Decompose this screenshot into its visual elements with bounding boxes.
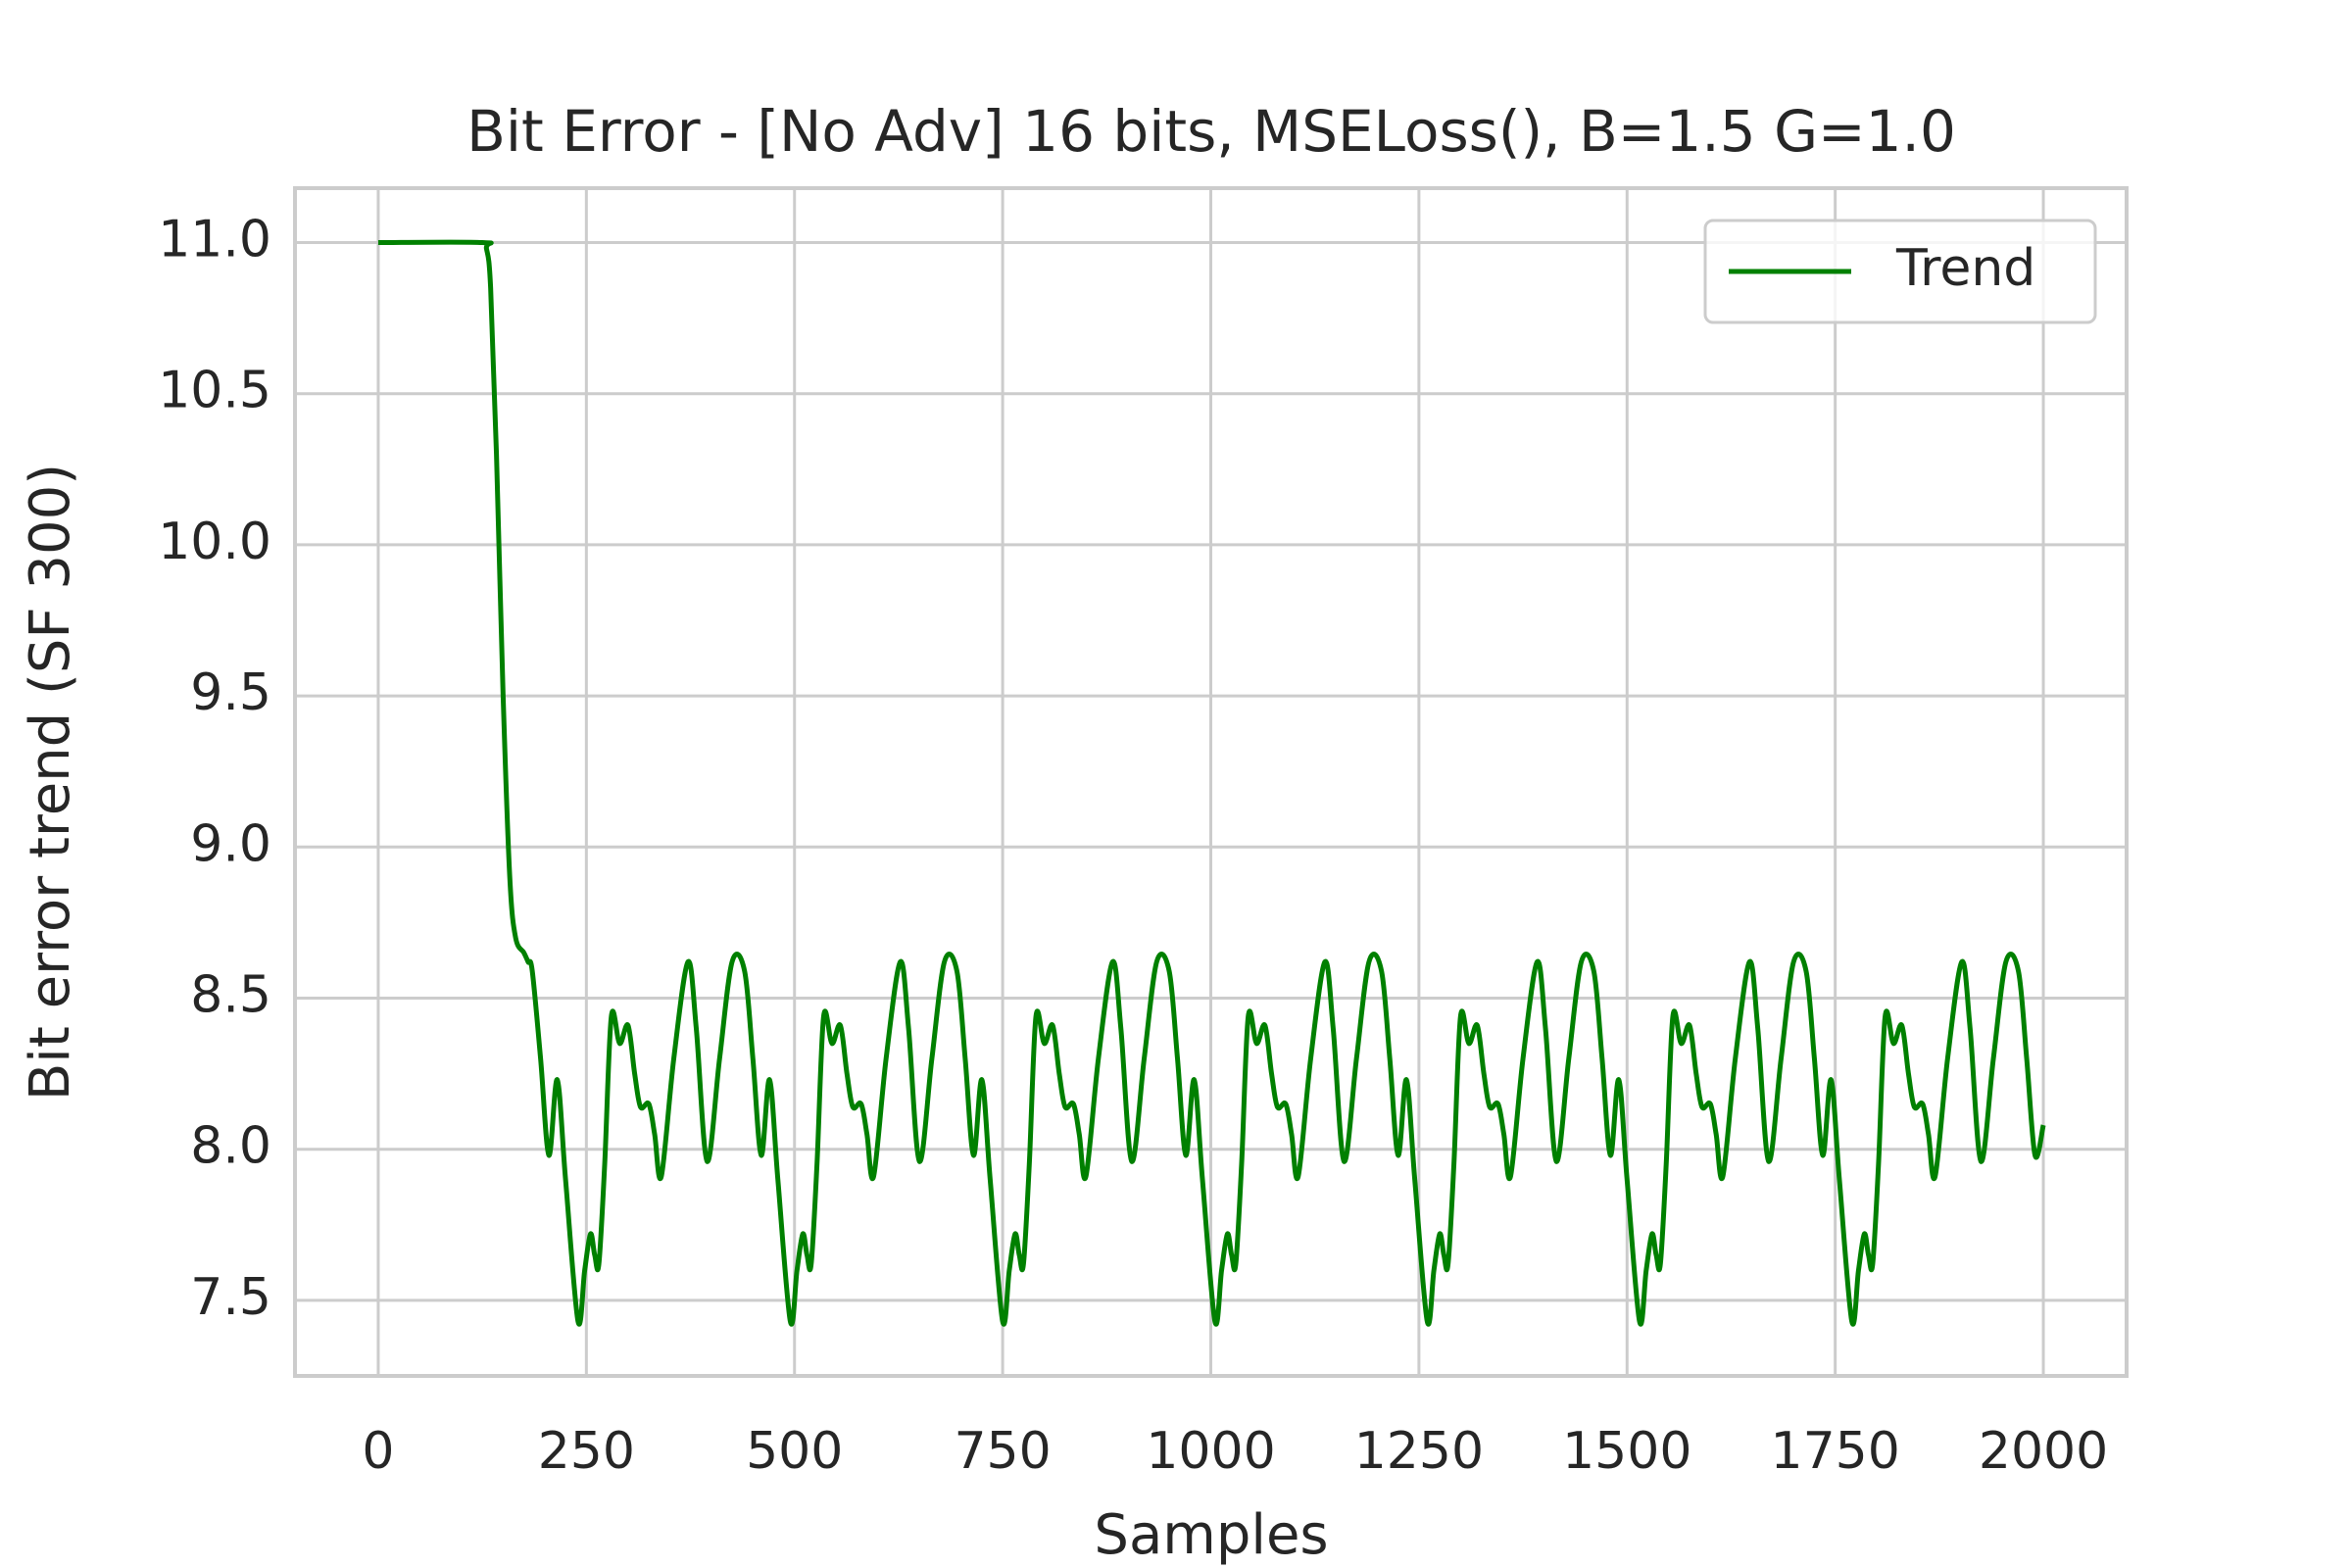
data-line [377,239,2046,1327]
x-tick-label: 0 [362,1422,394,1481]
y-axis-label: Bit error trend (SF 300) [19,464,82,1101]
x-tick-label: 750 [954,1422,1051,1481]
x-tick-label: 1000 [1146,1422,1275,1481]
x-tick-label: 1250 [1354,1422,1484,1481]
chart-title: Bit Error - [No Adv] 16 bits, MSELoss(),… [466,98,1956,165]
y-tick-label: 11.0 [158,211,271,270]
y-tick-label: 9.5 [190,663,271,722]
y-tick-label: 10.0 [158,513,271,571]
x-tick-label: 1750 [1770,1422,1899,1481]
plot-frame [293,186,2129,1378]
x-tick-label: 1500 [1562,1422,1691,1481]
x-tick-label: 500 [746,1422,843,1481]
y-tick-label: 10.5 [158,362,271,420]
legend-label: Trend [1895,239,2035,298]
x-axis-label: Samples [1094,1503,1328,1567]
y-tick-label: 9.0 [190,814,271,873]
x-tick-label: 250 [538,1422,635,1481]
y-tick-label: 8.5 [190,966,271,1025]
y-tick-label: 7.5 [190,1268,271,1327]
y-tick-label: 8.0 [190,1117,271,1176]
x-tick-label: 2000 [1979,1422,2108,1481]
legend-box [1703,219,2097,324]
